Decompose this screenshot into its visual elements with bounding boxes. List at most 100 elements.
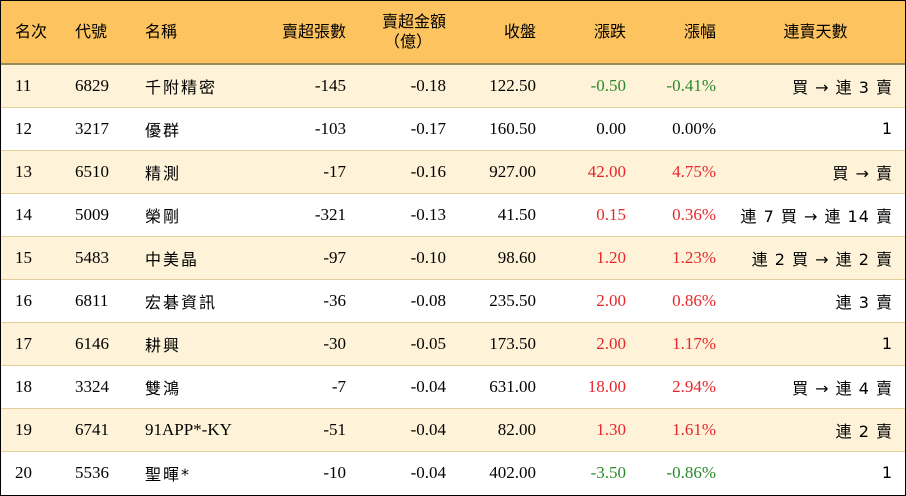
- cell-change: 2.00: [596, 290, 626, 310]
- cell-close: 927.00: [489, 161, 536, 181]
- cell-code: 6510: [75, 161, 109, 181]
- cell-streak: 連 2 買 → 連 2 賣: [751, 249, 893, 269]
- cell-rank: 13: [15, 161, 32, 181]
- cell-sell-over-qty: -30: [323, 333, 346, 353]
- cell-sell-over-amount: -0.18: [410, 75, 446, 95]
- cell-change-pct: 0.00%: [672, 118, 716, 138]
- cell-sell-over-qty: -97: [323, 247, 346, 267]
- cell-code: 3217: [75, 118, 109, 138]
- cell-change-pct: -0.41%: [666, 75, 716, 95]
- cell-rank: 11: [15, 75, 32, 95]
- cell-streak: 連 7 買 → 連 14 賣: [740, 206, 893, 226]
- cell-change: 42.00: [587, 161, 626, 181]
- table-row: 15 5483 中美晶 -97 -0.10 98.60 1.20 1.23% 連 2 買 → 連…: [1, 236, 905, 279]
- cell-close: 41.50: [497, 204, 536, 224]
- cell-rank: 15: [15, 247, 32, 267]
- cell-sell-over-qty: -145: [314, 75, 346, 95]
- cell-close: 122.50: [489, 75, 536, 95]
- cell-sell-over-amount: -0.13: [410, 204, 446, 224]
- cell-streak: 買 → 連 4 賣: [792, 378, 893, 398]
- table-row: 12 3217 優群 -103 -0.17 160.50 0.00 0.00% 1: [1, 107, 905, 150]
- cell-sell-over-amount: -0.10: [410, 247, 446, 267]
- header-change-pct: 漲幅: [683, 22, 716, 41]
- cell-code: 6741: [75, 419, 109, 439]
- cell-code: 6811: [75, 290, 109, 310]
- header-sell-over-amount-line2: （億）: [383, 32, 432, 51]
- cell-name: 榮剛: [145, 206, 182, 226]
- cell-rank: 20: [15, 462, 32, 482]
- cell-sell-over-qty: -103: [314, 118, 346, 138]
- table-row: 20 5536 聖暉* -10 -0.04 402.00 -3.50 -0.86% 1: [1, 451, 905, 494]
- cell-close: 82.00: [497, 419, 536, 439]
- cell-name: 宏碁資訊: [145, 292, 218, 312]
- cell-sell-over-amount: -0.05: [410, 333, 446, 353]
- header-code: 代號: [75, 22, 108, 41]
- header-streak: 連賣天數: [783, 22, 848, 41]
- cell-change-pct: 4.75%: [672, 161, 716, 181]
- cell-sell-over-qty: -36: [323, 290, 346, 310]
- cell-close: 631.00: [489, 376, 536, 396]
- cell-rank: 19: [15, 419, 32, 439]
- table-header-row: 名次 代號 名稱 賣超張數 賣超金額 （億） 收盤 漲跌 漲幅 連賣天數: [1, 1, 905, 64]
- cell-sell-over-qty: -17: [323, 161, 346, 181]
- cell-sell-over-qty: -10: [323, 462, 346, 482]
- cell-streak: 買 → 賣: [832, 163, 893, 183]
- cell-sell-over-amount: -0.08: [410, 290, 446, 310]
- cell-close: 98.60: [497, 247, 536, 267]
- cell-change: 1.30: [596, 419, 626, 439]
- cell-sell-over-qty: -7: [331, 376, 346, 396]
- cell-name: 雙鴻: [145, 378, 182, 398]
- cell-code: 5483: [75, 247, 109, 267]
- cell-code: 3324: [75, 376, 109, 396]
- cell-streak: 連 2 賣: [835, 421, 893, 441]
- cell-sell-over-qty: -51: [323, 419, 346, 439]
- cell-rank: 16: [15, 290, 32, 310]
- cell-streak: 買 → 連 3 賣: [792, 77, 893, 97]
- cell-close: 160.50: [489, 118, 536, 138]
- cell-change-pct: 1.23%: [672, 247, 716, 267]
- cell-change: 2.00: [596, 333, 626, 353]
- header-sell-over-amount-line1: 賣超金額: [381, 12, 446, 31]
- cell-change: 1.20: [596, 247, 626, 267]
- cell-close: 235.50: [489, 290, 536, 310]
- table-row: 13 6510 精測 -17 -0.16 927.00 42.00 4.75% 買 → 賣: [1, 150, 905, 193]
- cell-rank: 17: [15, 333, 32, 353]
- cell-code: 6829: [75, 75, 109, 95]
- cell-streak: 1: [881, 119, 893, 138]
- cell-code: 5009: [75, 204, 109, 224]
- cell-sell-over-amount: -0.16: [410, 161, 446, 181]
- header-sell-over-qty: 賣超張數: [281, 22, 346, 41]
- cell-rank: 12: [15, 118, 32, 138]
- cell-code: 6146: [75, 333, 109, 353]
- table-body: 11 6829 千附精密 -145 -0.18 122.50 -0.50 -0.41% 買 → …: [1, 64, 905, 494]
- cell-rank: 18: [15, 376, 32, 396]
- header-change: 漲跌: [593, 22, 626, 41]
- cell-name: 優群: [145, 120, 182, 140]
- cell-sell-over-amount: -0.04: [410, 419, 446, 439]
- cell-change: -0.50: [590, 75, 626, 95]
- cell-streak: 連 3 賣: [835, 292, 893, 312]
- cell-change: 18.00: [587, 376, 626, 396]
- cell-name: 聖暉*: [145, 464, 192, 484]
- table-row: 14 5009 榮剛 -321 -0.13 41.50 0.15 0.36% 連 7 買 → 連…: [1, 193, 905, 236]
- table-row: 17 6146 耕興 -30 -0.05 173.50 2.00 1.17% 1: [1, 322, 905, 365]
- cell-streak: 1: [881, 463, 893, 483]
- cell-change: 0.15: [596, 204, 626, 224]
- cell-name: 精測: [145, 163, 182, 183]
- cell-streak: 1: [881, 334, 893, 353]
- cell-name: 耕興: [145, 335, 182, 355]
- header-close: 收盤: [503, 22, 536, 41]
- cell-change-pct: 0.36%: [672, 204, 716, 224]
- cell-sell-over-qty: -321: [314, 204, 346, 224]
- cell-close: 173.50: [489, 333, 536, 353]
- cell-name: 91APP*-KY: [145, 419, 232, 439]
- table-row: 11 6829 千附精密 -145 -0.18 122.50 -0.50 -0.41% 買 → …: [1, 64, 905, 107]
- cell-code: 5536: [75, 462, 109, 482]
- cell-change-pct: 2.94%: [672, 376, 716, 396]
- cell-change: 0.00: [596, 118, 626, 138]
- cell-change-pct: 1.17%: [672, 333, 716, 353]
- header-sell-over-amount: 賣超金額 （億）: [356, 1, 456, 64]
- cell-change-pct: 1.61%: [672, 419, 716, 439]
